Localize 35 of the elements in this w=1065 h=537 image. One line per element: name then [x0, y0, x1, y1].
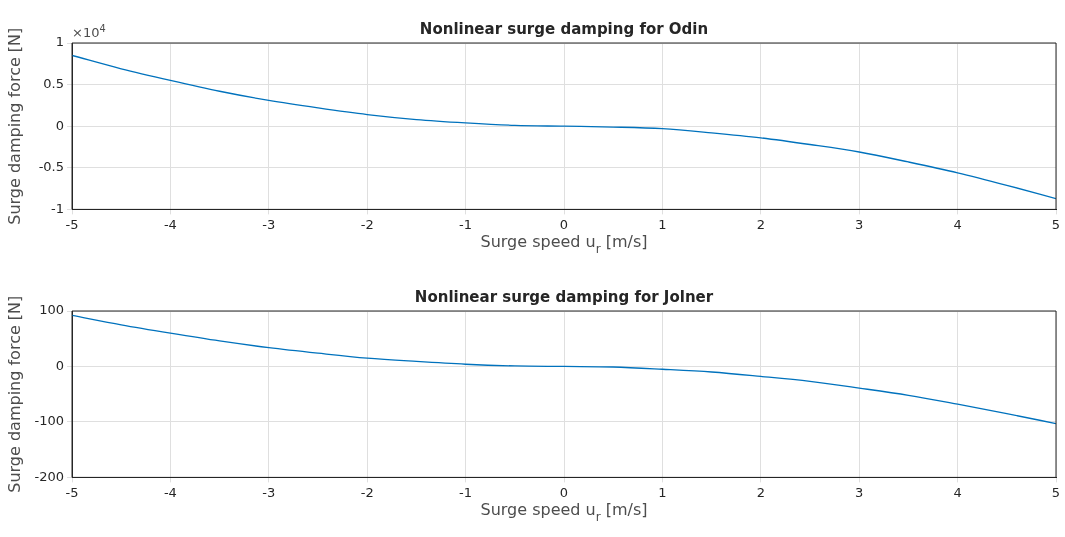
- y-tick-label: -0.5: [38, 159, 64, 175]
- x-tick-label: 3: [855, 216, 864, 232]
- x-tick-label: 1: [658, 216, 667, 232]
- x-tick-label: -4: [163, 216, 177, 232]
- x-tick-label: -1: [459, 216, 473, 232]
- x-tick-label: 2: [756, 216, 765, 232]
- x-tick-label: 5: [1051, 484, 1061, 500]
- x-tick-label: 0: [559, 216, 569, 232]
- x-tick-label: -4: [163, 484, 177, 500]
- y-tick-label: -1: [51, 200, 64, 216]
- y-tick-label: 0: [55, 357, 64, 373]
- y-axis-title: Surge damping force [N]: [5, 27, 24, 225]
- y-tick-label: 0: [55, 117, 64, 133]
- x-tick-label: 2: [756, 484, 765, 500]
- x-tick-label: 4: [953, 484, 962, 500]
- chart-title: Nonlinear surge damping for Jolner: [414, 288, 714, 306]
- y-tick-label: -100: [34, 413, 64, 429]
- chart-title: Nonlinear surge damping for Odin: [419, 20, 709, 38]
- x-tick-label: 3: [855, 484, 864, 500]
- x-tick-label: -2: [360, 216, 374, 232]
- y-axis-title: Surge damping force [N]: [5, 295, 24, 493]
- x-tick-label: 1: [658, 484, 667, 500]
- x-tick-label: -3: [262, 484, 276, 500]
- x-tick-label: -5: [65, 216, 79, 232]
- x-tick-label: -2: [360, 484, 374, 500]
- x-tick-label: 5: [1051, 216, 1061, 232]
- x-tick-label: -1: [459, 484, 473, 500]
- y-tick-label: -200: [34, 468, 64, 484]
- x-tick-label: -5: [65, 484, 79, 500]
- y-tick-label: 0.5: [43, 75, 64, 91]
- x-tick-label: -3: [262, 216, 276, 232]
- x-tick-label: 0: [559, 484, 569, 500]
- x-tick-label: 4: [953, 216, 962, 232]
- y-tick-label: 1: [55, 34, 64, 50]
- y-tick-label: 100: [39, 302, 64, 318]
